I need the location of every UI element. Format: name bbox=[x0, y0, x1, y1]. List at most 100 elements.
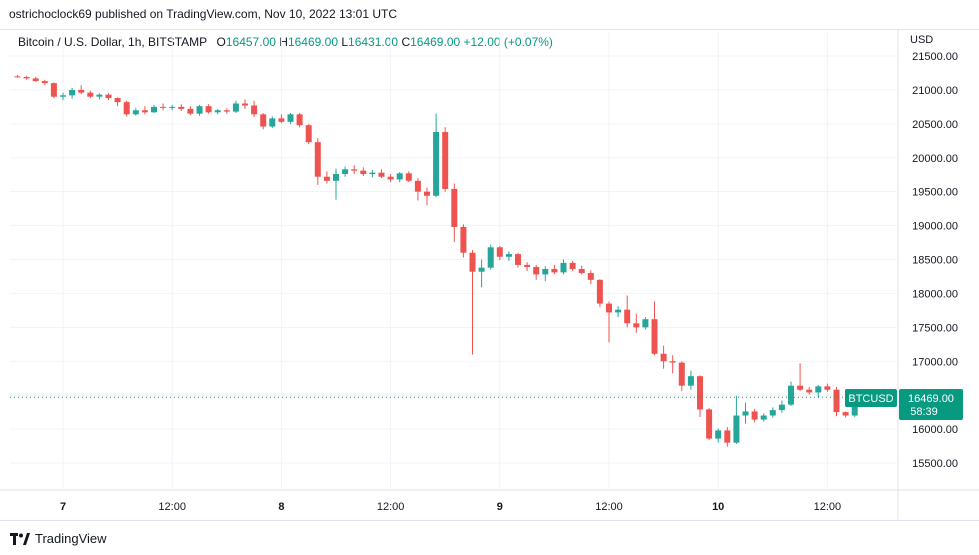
publish-info: ostrichoclock69 published on TradingView… bbox=[9, 7, 398, 21]
change-value: +12.00 (+0.07%) bbox=[463, 35, 553, 49]
price-tag: 16469.00 bbox=[908, 393, 954, 405]
close-value: 16469.00 bbox=[410, 35, 461, 49]
candle-body bbox=[633, 323, 640, 328]
candle-body bbox=[578, 268, 585, 274]
price-tick-label: 16000.00 bbox=[912, 424, 958, 436]
candle-body bbox=[342, 169, 349, 175]
candle-body bbox=[378, 172, 385, 177]
candle-body bbox=[23, 77, 30, 79]
time-tick-label: 12:00 bbox=[814, 501, 842, 513]
candle-body bbox=[232, 103, 239, 112]
candle-body bbox=[542, 268, 549, 275]
tradingview-logo[interactable]: TradingView bbox=[10, 531, 107, 546]
candle-body bbox=[515, 254, 521, 265]
candle-body bbox=[524, 264, 531, 267]
candle-body bbox=[587, 273, 594, 280]
low-value: 16431.00 bbox=[348, 35, 399, 49]
candle-body bbox=[842, 412, 849, 416]
candle-body bbox=[760, 415, 767, 420]
symbol-tag: BTCUSD bbox=[848, 393, 893, 405]
time-tick-label: 10 bbox=[712, 501, 724, 513]
candle-body bbox=[178, 106, 185, 109]
candle-body bbox=[806, 389, 813, 393]
candle-body bbox=[414, 180, 421, 192]
time-tick-label: 12:00 bbox=[377, 501, 405, 513]
candle-body bbox=[105, 94, 112, 99]
candle-body bbox=[569, 262, 576, 269]
candle-body bbox=[669, 361, 676, 363]
candle-body bbox=[697, 376, 703, 410]
candle-body bbox=[78, 89, 85, 93]
time-tick-label: 12:00 bbox=[158, 501, 186, 513]
candle-body bbox=[50, 83, 57, 97]
candle-body bbox=[660, 353, 667, 362]
tradingview-logo-icon bbox=[10, 532, 30, 545]
candle-body bbox=[642, 319, 649, 328]
candle-body bbox=[205, 106, 212, 113]
candle-body bbox=[287, 114, 294, 122]
price-chart[interactable]: 15500.0016000.0016500.0017000.0017500.00… bbox=[0, 0, 979, 520]
chart-grid bbox=[0, 30, 979, 520]
candle-body bbox=[14, 76, 21, 78]
candle-body bbox=[405, 173, 412, 181]
high-value: 16469.00 bbox=[287, 35, 338, 49]
close-label: C bbox=[401, 35, 411, 49]
price-tick-label: 18000.00 bbox=[912, 288, 958, 300]
open-value: 16457.00 bbox=[225, 35, 276, 49]
candle-body bbox=[251, 105, 258, 115]
price-tag-bg bbox=[899, 389, 963, 420]
candle-body bbox=[132, 110, 139, 115]
high-label: H bbox=[279, 35, 288, 49]
candle-body bbox=[533, 266, 540, 275]
candle-body bbox=[196, 106, 203, 114]
candle-body bbox=[496, 247, 503, 257]
candle-body bbox=[223, 110, 230, 112]
price-tick-label: 19000.00 bbox=[912, 221, 958, 233]
candle-body bbox=[160, 106, 167, 108]
open-label: O bbox=[216, 35, 226, 49]
price-tick-label: 20000.00 bbox=[912, 153, 958, 165]
candle-body bbox=[460, 226, 467, 253]
publish-header: ostrichoclock69 published on TradingView… bbox=[0, 0, 979, 30]
price-tick-label: 19500.00 bbox=[912, 187, 958, 199]
time-tick-label: 7 bbox=[60, 501, 66, 513]
symbol-tag-bg bbox=[845, 389, 897, 407]
candle-body bbox=[651, 319, 658, 354]
candle-body bbox=[278, 118, 285, 122]
candle-body bbox=[706, 409, 713, 439]
candle-body bbox=[797, 385, 804, 390]
candle-body bbox=[260, 114, 267, 127]
candle-body bbox=[624, 309, 631, 324]
candle-body bbox=[360, 170, 367, 175]
time-tick-label: 8 bbox=[278, 501, 284, 513]
candle-body bbox=[715, 430, 722, 439]
candle-body bbox=[214, 110, 221, 113]
price-tick-label: 17000.00 bbox=[912, 356, 958, 368]
candle-body bbox=[733, 415, 740, 443]
candle-body bbox=[269, 118, 276, 127]
currency-label: USD bbox=[910, 34, 934, 46]
symbol-title: Bitcoin / U.S. Dollar, 1h, BITSTAMP bbox=[18, 35, 208, 49]
candle-body bbox=[314, 142, 321, 177]
candle-body bbox=[788, 385, 794, 405]
candle-body bbox=[351, 169, 358, 171]
candles-layer bbox=[14, 74, 867, 447]
candle-body bbox=[96, 94, 103, 97]
candle-body bbox=[615, 309, 622, 313]
candle-body bbox=[606, 303, 612, 313]
candle-body bbox=[333, 174, 339, 181]
candle-body bbox=[87, 92, 94, 97]
candle-body bbox=[824, 386, 831, 390]
candle-body bbox=[742, 411, 749, 416]
time-axis[interactable]: 7 12:00 8 12:00 9 12:00 10 12:00 bbox=[60, 501, 841, 513]
low-label: L bbox=[341, 35, 349, 49]
time-tick-label: 9 bbox=[497, 501, 503, 513]
countdown-tag: 58:39 bbox=[910, 406, 938, 418]
tradingview-logo-text: TradingView bbox=[35, 531, 107, 546]
candle-body bbox=[678, 362, 685, 386]
price-tick-label: 15500.00 bbox=[912, 458, 958, 470]
candle-body bbox=[69, 89, 76, 96]
candle-body bbox=[369, 172, 376, 175]
price-tick-label: 21000.00 bbox=[912, 85, 958, 97]
candle-body bbox=[305, 125, 312, 143]
